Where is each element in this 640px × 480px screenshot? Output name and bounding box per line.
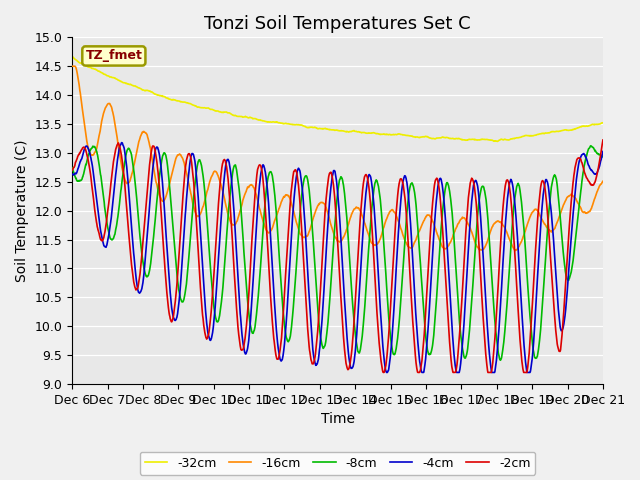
-32cm (493, 139, 501, 144)
-16cm (599, 179, 607, 184)
Legend: -32cm, -16cm, -8cm, -4cm, -2cm: -32cm, -16cm, -8cm, -4cm, -2cm (140, 452, 536, 475)
X-axis label: Time: Time (321, 412, 355, 426)
-32cm (186, 101, 193, 107)
Line: -8cm: -8cm (72, 146, 603, 360)
-8cm (552, 176, 560, 181)
-32cm (68, 54, 76, 60)
-8cm (507, 251, 515, 256)
-2cm (419, 346, 427, 352)
-8cm (587, 143, 595, 149)
-4cm (599, 149, 607, 155)
-4cm (383, 370, 390, 375)
-16cm (68, 63, 76, 69)
-32cm (289, 122, 297, 128)
-2cm (68, 168, 76, 173)
Text: TZ_fmet: TZ_fmet (85, 49, 142, 62)
-16cm (419, 220, 426, 226)
-2cm (599, 137, 607, 143)
-4cm (277, 358, 285, 363)
-4cm (118, 140, 125, 145)
-16cm (552, 222, 560, 228)
-4cm (186, 161, 193, 167)
-2cm (552, 331, 560, 337)
-8cm (497, 358, 504, 363)
-32cm (276, 120, 284, 126)
-2cm (276, 345, 284, 350)
Line: -2cm: -2cm (72, 140, 603, 372)
-16cm (289, 207, 297, 213)
-32cm (507, 136, 515, 142)
-16cm (511, 248, 519, 253)
Line: -16cm: -16cm (72, 66, 603, 251)
-4cm (420, 370, 428, 375)
Title: Tonzi Soil Temperatures Set C: Tonzi Soil Temperatures Set C (204, 15, 471, 33)
Line: -32cm: -32cm (72, 57, 603, 142)
-4cm (68, 171, 76, 177)
Line: -4cm: -4cm (72, 143, 603, 372)
-4cm (553, 280, 561, 286)
-16cm (506, 238, 514, 244)
-32cm (419, 134, 426, 140)
-2cm (380, 370, 387, 375)
-16cm (276, 202, 284, 208)
-8cm (276, 272, 284, 277)
-2cm (289, 171, 297, 177)
-8cm (186, 247, 193, 253)
Y-axis label: Soil Temperature (C): Soil Temperature (C) (15, 139, 29, 282)
-8cm (68, 165, 76, 170)
-8cm (289, 304, 297, 310)
-8cm (419, 294, 426, 300)
-2cm (186, 151, 193, 156)
-32cm (599, 120, 607, 126)
-2cm (507, 192, 515, 197)
-4cm (290, 200, 298, 205)
-4cm (507, 177, 515, 182)
-32cm (552, 129, 560, 134)
-16cm (186, 184, 193, 190)
-8cm (599, 154, 607, 159)
